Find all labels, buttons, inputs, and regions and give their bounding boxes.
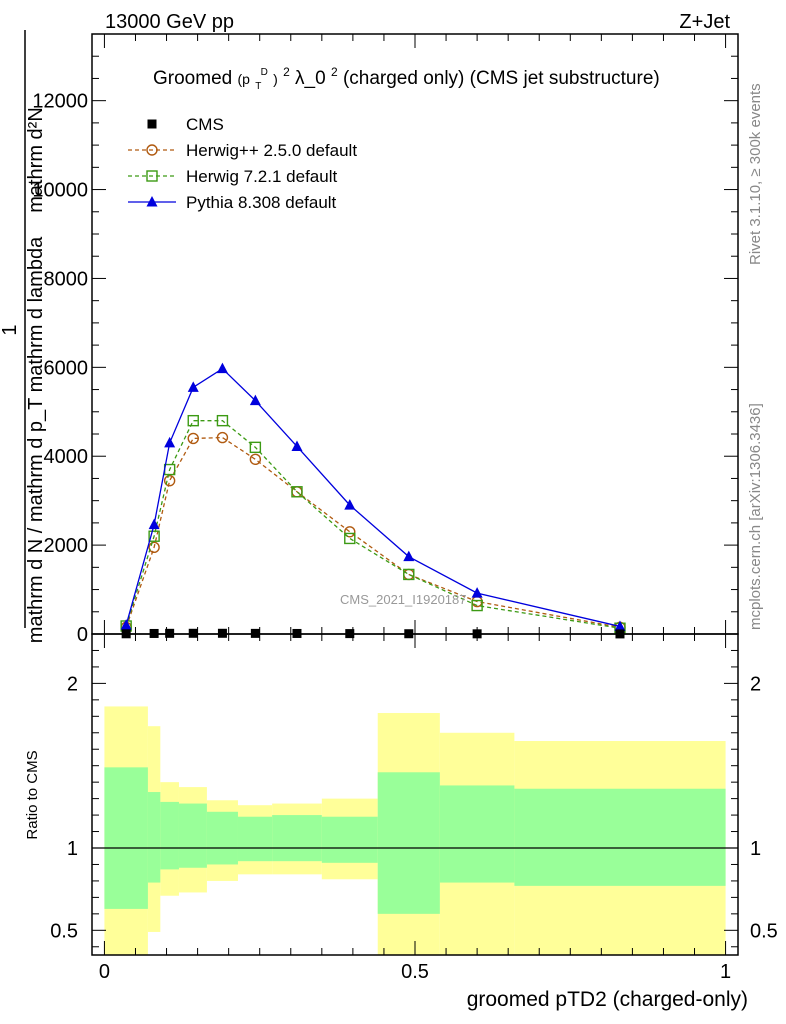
ylabel-den-group: mathrm d N / mathrm d p_T mathrm d lambd… bbox=[25, 236, 47, 643]
ratio-inner-band-6 bbox=[272, 815, 322, 862]
header-process: Z+Jet bbox=[679, 11, 730, 33]
series-2-point-5 bbox=[249, 441, 262, 454]
ratio-ytick-label-right-0: 0.5 bbox=[750, 920, 778, 942]
series-3-point-9 bbox=[471, 587, 483, 598]
ratio-ylabel: Ratio to CMS bbox=[24, 750, 41, 839]
series-1-point-1 bbox=[148, 541, 160, 554]
legend-marker-0 bbox=[147, 119, 157, 129]
legend: CMS Herwig++ 2.5.0 default Herwig 7.2.1 de… bbox=[128, 115, 357, 212]
series-1-point-3 bbox=[187, 432, 199, 445]
y-tick-label-4: 8000 bbox=[44, 268, 89, 290]
y-axis-label: 1 bbox=[0, 324, 21, 335]
series-2-point-1 bbox=[148, 530, 160, 542]
chart-title: Groomed (p T D ) 2 λ_0 2 (charged only) … bbox=[153, 59, 660, 94]
title-post: (charged only) (CMS jet substructure) bbox=[343, 68, 660, 89]
ratio-inner-band-1 bbox=[147, 792, 161, 883]
legend-marker-1 bbox=[146, 144, 158, 156]
x-tick-label-0: 0 bbox=[99, 961, 110, 983]
title-sup: D bbox=[261, 67, 268, 78]
ylabel-den: mathrm d N / mathrm d p_T mathrm d lambd… bbox=[25, 236, 47, 643]
series-line-3 bbox=[125, 367, 621, 628]
series-3-point-5 bbox=[249, 394, 261, 406]
title-sub: T bbox=[255, 81, 261, 92]
series-1-point-2 bbox=[163, 474, 176, 487]
mcplots-label-group: mcplots.cern.ch [arXiv:1306.3436] bbox=[747, 403, 764, 630]
ratio-inner-band-8 bbox=[377, 772, 440, 914]
mcplots-label: mcplots.cern.ch [arXiv:1306.3436] bbox=[747, 403, 764, 630]
legend-marker-2 bbox=[146, 170, 158, 182]
rivet-label: Rivet 3.1.10, ≥ 300k events bbox=[747, 83, 764, 265]
ratio-inner-band-2 bbox=[160, 801, 179, 870]
series-3-point-3 bbox=[187, 381, 199, 392]
ratio-inner-band-5 bbox=[237, 816, 273, 862]
x-tick-label-2: 1 bbox=[720, 961, 731, 983]
title-pre: Groomed bbox=[153, 68, 232, 89]
series-3-point-4 bbox=[216, 362, 228, 374]
title-open: (p bbox=[237, 71, 250, 87]
watermark: CMS_2021_I1920187 bbox=[340, 592, 467, 607]
series-2-point-3 bbox=[187, 414, 199, 427]
series-1-point-4 bbox=[216, 431, 229, 444]
ratio-inner-band-10 bbox=[514, 788, 726, 886]
ratio-ytick-label-right-1: 1 bbox=[750, 838, 761, 860]
series-3-point-0 bbox=[120, 619, 132, 630]
series-2-point-4 bbox=[216, 414, 229, 427]
legend-label-2: Herwig 7.2.1 default bbox=[186, 167, 337, 186]
series-2-point-7 bbox=[344, 532, 356, 545]
y-tick-label-6: 12000 bbox=[32, 91, 88, 113]
ratio-ytick-label-1: 1 bbox=[67, 838, 78, 860]
series-3-point-6 bbox=[291, 440, 303, 451]
title-close: ) bbox=[273, 71, 278, 87]
ratio-ylabel-group: Ratio to CMS bbox=[24, 750, 41, 839]
ratio-ytick-label-2: 2 bbox=[67, 673, 78, 695]
title-lam: λ_0 bbox=[295, 68, 326, 89]
ylabel-num-group: mathrm d²N bbox=[25, 107, 47, 213]
legend-label-1: Herwig++ 2.5.0 default bbox=[186, 141, 357, 160]
legend-label-0: CMS bbox=[186, 115, 224, 134]
series-3-point-8 bbox=[403, 550, 415, 562]
rivet-label-group: Rivet 3.1.10, ≥ 300k events bbox=[747, 83, 764, 265]
x-axis-label: groomed pTD2 (charged-only) bbox=[467, 988, 748, 1011]
legend-marker-3 bbox=[146, 196, 158, 207]
series-1-point-5 bbox=[249, 453, 262, 466]
y-tick-label-5: 10000 bbox=[32, 180, 88, 202]
y-tick-label-1: 2000 bbox=[44, 535, 89, 557]
ylabel-num: mathrm d²N bbox=[25, 107, 47, 213]
ratio-inner-band-7 bbox=[321, 816, 378, 863]
legend-label-3: Pythia 8.308 default bbox=[186, 193, 337, 212]
series-3-point-7 bbox=[344, 499, 356, 510]
series-line-1 bbox=[125, 436, 621, 628]
title-sq2: 2 bbox=[331, 65, 338, 79]
main-plot: 0 2000 4000 6000 8000 10000 12000 bbox=[32, 33, 739, 646]
y-tick-label-3: 6000 bbox=[44, 357, 89, 379]
ratio-plot: 0 0.5 1 0.5 0.5 1 1 2 2 bbox=[50, 633, 778, 983]
series-2-point-8 bbox=[403, 568, 415, 581]
series-line-2 bbox=[125, 420, 621, 629]
series-2-point-9 bbox=[471, 599, 483, 612]
series-3-point-10 bbox=[614, 620, 626, 631]
header-energy: 13000 GeV pp bbox=[105, 11, 234, 33]
title-sq: 2 bbox=[283, 65, 290, 79]
series-1-point-7 bbox=[344, 526, 356, 538]
y-tick-label-0: 0 bbox=[77, 624, 88, 646]
ratio-inner-band-9 bbox=[439, 785, 515, 883]
y-tick-label-2: 4000 bbox=[44, 446, 89, 468]
series-3-point-1 bbox=[148, 518, 160, 530]
ratio-inner-band-3 bbox=[178, 803, 207, 868]
ratio-ytick-label-0: 0.5 bbox=[50, 920, 78, 942]
ratio-ytick-label-right-2: 2 bbox=[750, 673, 761, 695]
x-tick-label-1: 0.5 bbox=[401, 961, 429, 983]
ratio-inner-band-4 bbox=[206, 811, 238, 865]
series-3-point-2 bbox=[164, 436, 176, 448]
ylabel-top: 1 bbox=[0, 324, 21, 335]
ratio-inner-band-0 bbox=[104, 767, 148, 909]
series-2-point-6 bbox=[291, 486, 303, 498]
